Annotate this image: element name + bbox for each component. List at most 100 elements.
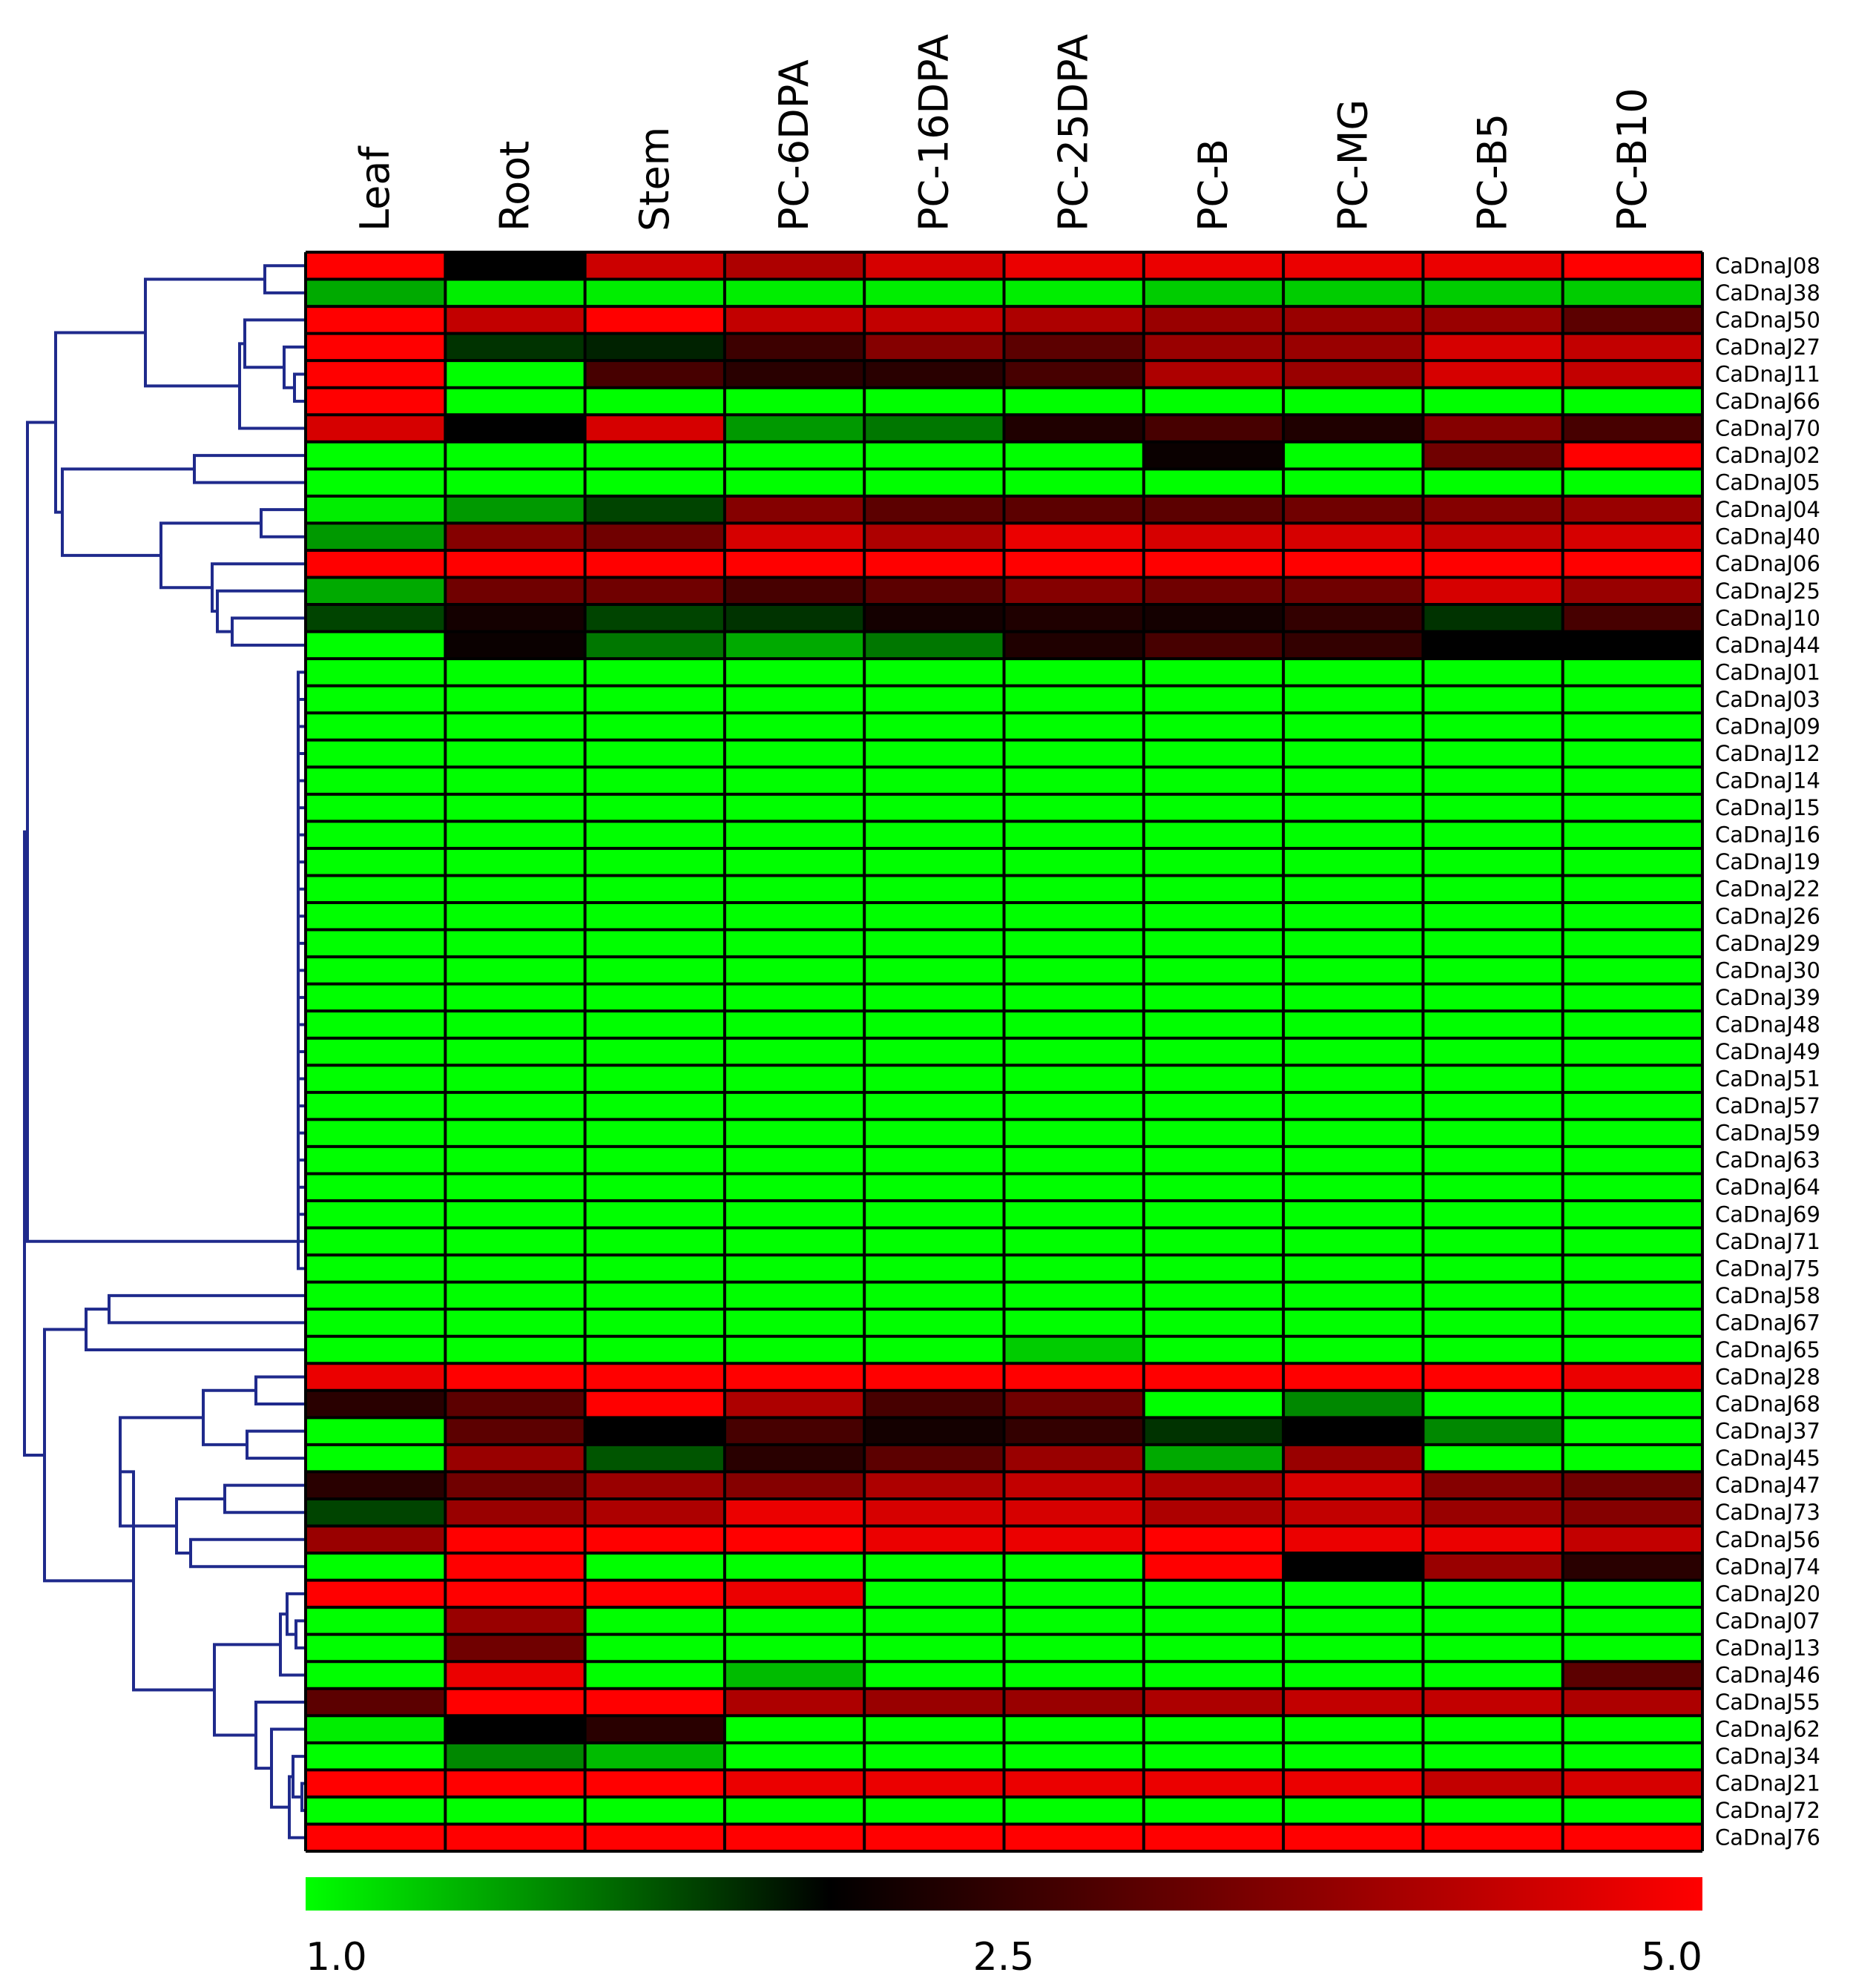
heatmap-cell-CaDnaJ27-PC-25DPA [1004,333,1144,361]
heatmap-cell-CaDnaJ63-PC-B5 [1423,1146,1563,1174]
heatmap-cell-CaDnaJ16-Leaf [306,821,446,848]
scale-max-label: 5.0 [1641,1935,1702,1980]
heatmap-cell-CaDnaJ27-PC-B [1143,333,1284,361]
heatmap-cell-CaDnaJ02-PC-6DPA [724,441,865,469]
heatmap-cell-CaDnaJ76-Stem [585,1824,725,1851]
heatmap-cell-CaDnaJ46-PC-B5 [1423,1661,1563,1689]
heatmap-cell-CaDnaJ70-PC-B [1143,415,1284,442]
heatmap-cell-CaDnaJ10-PC-B5 [1423,604,1563,632]
heatmap-cell-CaDnaJ11-Stem [585,360,725,388]
heatmap-cell-CaDnaJ26-PC-6DPA [724,903,865,930]
heatmap-cell-CaDnaJ73-PC-B [1143,1498,1284,1526]
heatmap-cell-CaDnaJ06-PC-B5 [1423,550,1563,578]
heatmap-cell-CaDnaJ57-Leaf [306,1092,446,1120]
heatmap-cell-CaDnaJ57-PC-25DPA [1004,1092,1144,1120]
dendrogram-branch [120,1470,214,1692]
heatmap-cell-CaDnaJ01-PC-B10 [1562,659,1702,686]
heatmap-grid [304,251,1704,1853]
heatmap-cell-CaDnaJ30-PC-MG [1283,957,1424,984]
row-label: CaDnaJ26 [1715,903,1820,929]
heatmap-cell-CaDnaJ69-PC-6DPA [724,1200,865,1228]
heatmap-cell-CaDnaJ76-PC-16DPA [864,1824,1004,1851]
heatmap-cell-CaDnaJ64-Root [445,1173,585,1201]
heatmap-cell-CaDnaJ51-PC-25DPA [1004,1065,1144,1092]
dendrogram-branch [108,1293,306,1325]
row-label: CaDnaJ21 [1715,1771,1820,1796]
heatmap-cell-CaDnaJ13-PC-6DPA [724,1634,865,1662]
heatmap-cell-CaDnaJ04-Leaf [306,495,446,524]
row-label: CaDnaJ09 [1715,713,1820,739]
heatmap-cell-CaDnaJ26-PC-B5 [1423,903,1563,930]
row-label: CaDnaJ70 [1715,416,1820,441]
heatmap-cell-CaDnaJ75-PC-25DPA [1004,1255,1144,1282]
heatmap-cell-CaDnaJ03-PC-B [1143,685,1284,713]
heatmap-cell-CaDnaJ04-PC-B10 [1562,495,1702,524]
heatmap-cell-CaDnaJ69-PC-B10 [1562,1200,1702,1228]
heatmap-cell-CaDnaJ50-Root [445,306,585,334]
heatmap-cell-CaDnaJ68-PC-B5 [1423,1390,1563,1418]
heatmap-cell-CaDnaJ30-Root [445,957,585,984]
heatmap-cell-CaDnaJ55-Leaf [306,1688,446,1716]
heatmap-cell-CaDnaJ14-PC-25DPA [1004,767,1144,794]
heatmap-cell-CaDnaJ12-PC-MG [1283,739,1424,768]
heatmap-cell-CaDnaJ06-PC-16DPA [864,550,1004,578]
row-label: CaDnaJ47 [1715,1473,1820,1498]
heatmap-cell-CaDnaJ16-Stem [585,821,725,848]
row-label: CaDnaJ38 [1715,280,1820,306]
heatmap-cell-CaDnaJ65-Leaf [306,1336,446,1364]
heatmap-cell-CaDnaJ09-PC-6DPA [724,713,865,740]
row-label: CaDnaJ69 [1715,1202,1820,1227]
heatmap-cell-CaDnaJ03-PC-MG [1283,685,1424,713]
heatmap-cell-CaDnaJ48-PC-B5 [1423,1011,1563,1038]
heatmap-cell-CaDnaJ21-PC-B [1143,1770,1284,1797]
heatmap-cell-CaDnaJ01-PC-MG [1283,659,1424,686]
heatmap-cell-CaDnaJ45-Root [445,1444,585,1472]
heatmap-cell-CaDnaJ50-PC-B [1143,306,1284,334]
heatmap-cell-CaDnaJ11-PC-B10 [1562,360,1702,388]
heatmap-cell-CaDnaJ48-Root [445,1011,585,1038]
heatmap-cell-CaDnaJ38-Root [445,279,585,307]
row-label: CaDnaJ11 [1715,361,1820,386]
row-label: CaDnaJ68 [1715,1391,1820,1417]
heatmap-cell-CaDnaJ45-PC-16DPA [864,1444,1004,1472]
row-label: CaDnaJ58 [1715,1283,1820,1308]
heatmap-cell-CaDnaJ13-Stem [585,1634,725,1662]
heatmap-cell-CaDnaJ21-Stem [585,1770,725,1797]
heatmap-cell-CaDnaJ66-Root [445,387,585,415]
heatmap-cell-CaDnaJ56-Leaf [306,1526,446,1554]
heatmap-cell-CaDnaJ73-PC-B5 [1423,1498,1563,1526]
heatmap-cell-CaDnaJ56-PC-16DPA [864,1526,1004,1554]
heatmap-cell-CaDnaJ09-PC-B10 [1562,713,1702,740]
heatmap-cell-CaDnaJ12-PC-16DPA [864,739,1004,768]
heatmap-cell-CaDnaJ07-Stem [585,1607,725,1635]
heatmap-cell-CaDnaJ05-Root [445,469,585,496]
row-label: CaDnaJ14 [1715,768,1820,794]
heatmap-cell-CaDnaJ02-PC-MG [1283,441,1424,469]
heatmap-cell-CaDnaJ30-Stem [585,957,725,984]
row-label: CaDnaJ04 [1715,497,1820,522]
heatmap-cell-CaDnaJ07-Leaf [306,1607,446,1635]
heatmap-cell-CaDnaJ21-PC-25DPA [1004,1770,1144,1797]
heatmap-cell-CaDnaJ71-PC-25DPA [1004,1227,1144,1256]
row-label: CaDnaJ40 [1715,524,1820,550]
heatmap-cell-CaDnaJ57-PC-B [1143,1092,1284,1120]
heatmap-cell-CaDnaJ46-PC-B10 [1562,1661,1702,1689]
heatmap-cell-CaDnaJ76-Leaf [306,1824,446,1851]
heatmap-cell-CaDnaJ47-Root [445,1471,585,1499]
heatmap-cell-CaDnaJ14-PC-B [1143,767,1284,794]
heatmap-cell-CaDnaJ68-Leaf [306,1390,446,1418]
heatmap-cell-CaDnaJ51-PC-B [1143,1065,1284,1092]
heatmap-cell-CaDnaJ59-PC-MG [1283,1119,1424,1147]
heatmap-cell-CaDnaJ70-PC-B10 [1562,415,1702,442]
heatmap-cell-CaDnaJ03-PC-25DPA [1004,685,1144,713]
heatmap-cell-CaDnaJ47-Leaf [306,1471,446,1499]
heatmap-cell-CaDnaJ07-PC-6DPA [724,1607,865,1635]
heatmap-cell-CaDnaJ12-PC-B10 [1562,739,1702,768]
heatmap-cell-CaDnaJ75-PC-B10 [1562,1255,1702,1282]
heatmap-cell-CaDnaJ21-PC-B5 [1423,1770,1563,1797]
heatmap-cell-CaDnaJ58-PC-B [1143,1282,1284,1310]
heatmap-cell-CaDnaJ13-PC-16DPA [864,1634,1004,1662]
heatmap-cell-CaDnaJ46-PC-16DPA [864,1661,1004,1689]
dendrogram-branch [279,1612,306,1677]
heatmap-cell-CaDnaJ45-PC-25DPA [1004,1444,1144,1472]
